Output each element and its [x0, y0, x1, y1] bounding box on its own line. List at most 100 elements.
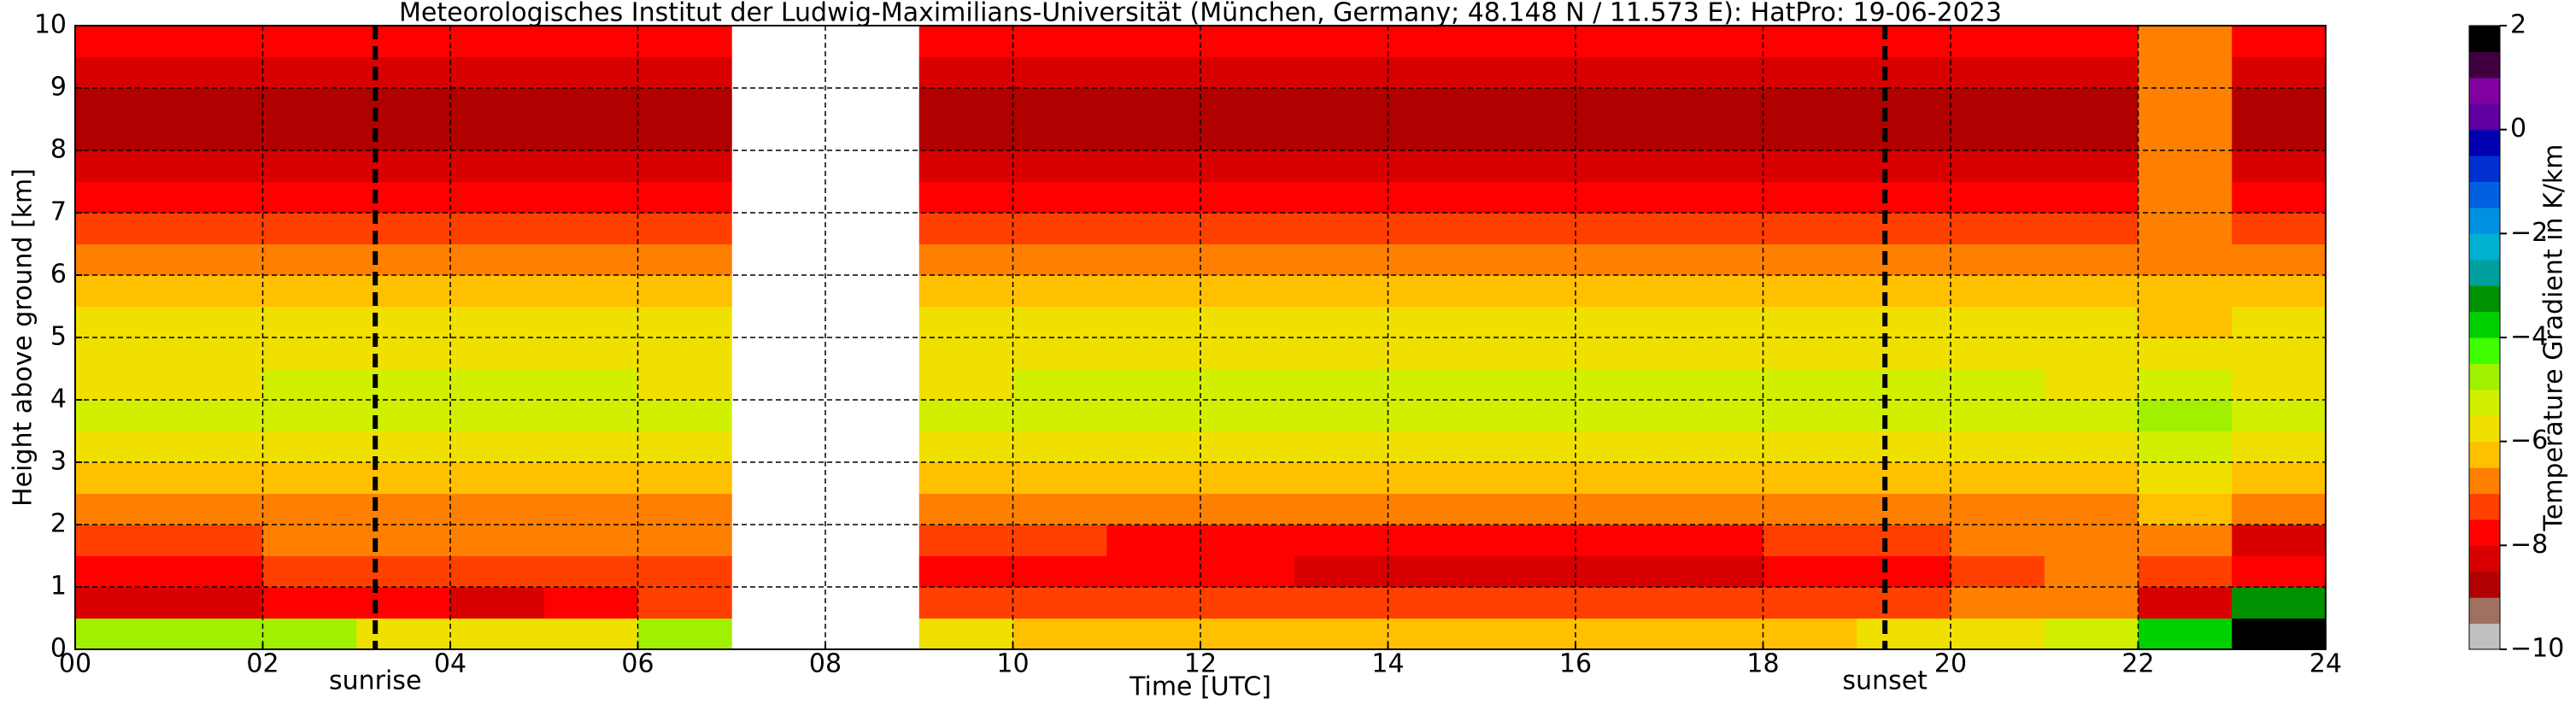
heatmap-cell — [1669, 462, 1763, 494]
colorbar-segment — [2469, 233, 2500, 261]
heatmap-cell — [918, 119, 1013, 151]
heatmap-cell — [1012, 275, 1107, 307]
heatmap-cell — [1482, 493, 1576, 525]
heatmap-cell — [543, 462, 638, 494]
heatmap-cell — [75, 555, 170, 588]
heatmap-cell — [1576, 493, 1670, 525]
heatmap-cell — [2044, 400, 2139, 431]
heatmap-cell — [1388, 493, 1482, 525]
heatmap-cell — [168, 337, 263, 369]
x-tick-label: 10 — [996, 649, 1029, 679]
heatmap-cell — [637, 213, 732, 244]
heatmap-cell — [450, 462, 545, 494]
heatmap-cell — [1857, 88, 1951, 120]
heatmap-cell — [450, 213, 545, 244]
heatmap-cell — [1763, 243, 1857, 276]
annotation-label: sunset — [1842, 666, 1928, 696]
heatmap-cell — [1669, 119, 1763, 151]
y-tick-label: 10 — [34, 10, 67, 40]
heatmap-cell — [262, 88, 357, 120]
heatmap-cell — [262, 150, 357, 182]
heatmap-cell — [1951, 400, 2045, 431]
heatmap-cell — [2044, 618, 2139, 650]
heatmap-cell — [637, 431, 732, 463]
heatmap-cell — [1576, 181, 1670, 214]
heatmap-cell — [2044, 493, 2139, 525]
heatmap-cell — [1388, 243, 1482, 276]
heatmap-cell — [1482, 306, 1576, 338]
heatmap-cell — [2138, 462, 2233, 494]
heatmap-cell — [1482, 400, 1576, 431]
heatmap-cell — [1669, 525, 1763, 556]
heatmap-cell — [1951, 431, 2045, 463]
heatmap-cell — [168, 275, 263, 307]
heatmap-cell — [356, 368, 451, 401]
heatmap-cell — [1576, 400, 1670, 431]
heatmap-cell — [2138, 555, 2233, 588]
heatmap-cell — [262, 431, 357, 463]
heatmap-cell — [2044, 119, 2139, 151]
colorbar-tick-label: 2 — [2510, 10, 2526, 40]
annotation-label: sunrise — [329, 666, 421, 696]
heatmap-cell — [543, 431, 638, 463]
colorbar-segment — [2469, 155, 2500, 182]
heatmap-cell — [1200, 525, 1295, 556]
heatmap-cell — [1576, 56, 1670, 89]
heatmap-cell — [1294, 213, 1388, 244]
heatmap-cell — [168, 150, 263, 182]
heatmap-cell — [1388, 88, 1482, 120]
heatmap-cell — [543, 213, 638, 244]
heatmap-cell — [1294, 150, 1388, 182]
heatmap-cell — [637, 462, 732, 494]
colorbar-segment — [2469, 207, 2500, 234]
heatmap-cell — [1576, 431, 1670, 463]
heatmap-cell — [543, 56, 638, 89]
heatmap-cell — [1106, 88, 1201, 120]
heatmap-cell — [1857, 431, 1951, 463]
plot-frame — [74, 25, 2327, 650]
heatmap-cell — [1012, 243, 1107, 276]
heatmap-cell — [1857, 150, 1951, 182]
heatmap-cell — [1012, 493, 1107, 525]
heatmap-cell — [1763, 181, 1857, 214]
heatmap-cell — [262, 181, 357, 214]
heatmap-cell — [1951, 618, 2045, 650]
heatmap-cell — [2044, 26, 2139, 57]
x-tick-label: 00 — [59, 649, 91, 679]
heatmap-cell — [356, 306, 451, 338]
heatmap-cell — [1294, 493, 1388, 525]
heatmap-cell — [450, 587, 545, 619]
heatmap-cell — [356, 525, 451, 556]
heatmap-cell — [1200, 243, 1295, 276]
heatmap-cell — [2044, 368, 2139, 401]
heatmap-cell — [1482, 119, 1576, 151]
heatmap-cell — [918, 150, 1013, 182]
heatmap-cell — [1012, 525, 1107, 556]
heatmap-cell — [637, 56, 732, 89]
heatmap-cell — [450, 119, 545, 151]
heatmap-cell — [1388, 213, 1482, 244]
heatmap-cell — [1951, 119, 2045, 151]
heatmap-cell — [1106, 618, 1201, 650]
heatmap-cell — [1200, 431, 1295, 463]
heatmap-cell — [168, 431, 263, 463]
heatmap-cell — [1482, 555, 1576, 588]
heatmap-cell — [2232, 213, 2327, 244]
heatmap-cell — [262, 56, 357, 89]
heatmap-cell — [1294, 181, 1388, 214]
heatmap-cell — [168, 400, 263, 431]
heatmap-cell — [2138, 618, 2233, 650]
heatmap-cell — [1763, 555, 1857, 588]
heatmap-cell — [637, 400, 732, 431]
heatmap-cell — [1857, 587, 1951, 619]
heatmap-cell — [2232, 119, 2327, 151]
heatmap-cell — [356, 400, 451, 431]
heatmap-cell — [262, 587, 357, 619]
heatmap-cell — [1951, 88, 2045, 120]
heatmap-cell — [1200, 150, 1295, 182]
heatmap-cell — [543, 400, 638, 431]
heatmap-cell — [450, 400, 545, 431]
heatmap-cell — [1106, 400, 1201, 431]
heatmap-cell — [168, 587, 263, 619]
